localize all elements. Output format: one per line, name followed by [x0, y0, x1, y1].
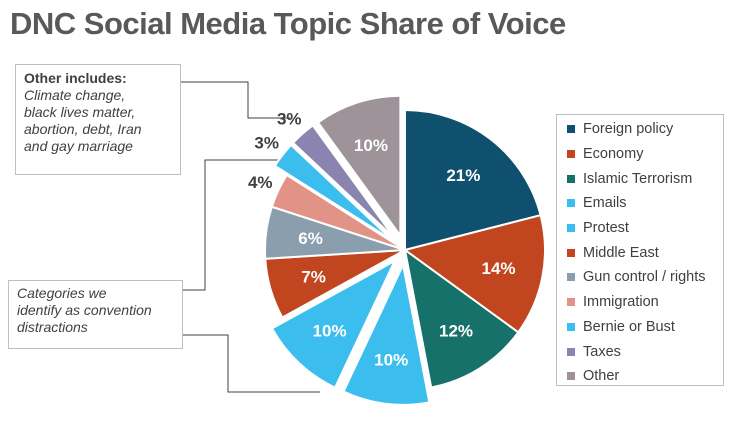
other-includes-line: black lives matter, [24, 104, 136, 120]
other-includes-line: and gay marriage [24, 138, 133, 154]
legend-item: Middle East [567, 240, 723, 265]
pie-slice-label: 3% [254, 134, 279, 153]
legend-label: Taxes [583, 343, 621, 360]
legend-label: Bernie or Bust [583, 318, 675, 335]
legend-item: Immigration [567, 290, 723, 315]
pie-slice-label: 10% [354, 136, 388, 155]
other-includes-callout: Other includes: Climate change, black li… [15, 64, 181, 175]
legend-item: Emails [567, 191, 723, 216]
legend-swatch [567, 347, 575, 356]
legend-item: Other [567, 364, 723, 389]
legend-item: Taxes [567, 339, 723, 364]
legend-swatch [567, 125, 575, 134]
legend-label: Gun control / rights [583, 269, 706, 286]
chart-legend: Foreign policy Economy Islamic Terrorism Em… [556, 114, 724, 386]
legend-swatch [567, 199, 575, 208]
pie-slice-label: 10% [374, 350, 408, 369]
legend-swatch [567, 174, 575, 183]
pie-slice [291, 124, 396, 240]
pie-slice-labels: 21% 14% 12% 10% 10% 7% 6% 4% 3% 3% 10% [248, 110, 516, 370]
callout-connector [183, 159, 285, 291]
legend-label: Protest [583, 220, 629, 237]
legend-swatch [567, 322, 575, 331]
legend-swatch [567, 372, 575, 381]
pie-slice-label: 14% [481, 259, 515, 278]
legend-swatch [567, 298, 575, 307]
distractions-line: Categories we [17, 285, 107, 301]
pie-slice [270, 258, 397, 389]
legend-label: Immigration [583, 294, 659, 311]
pie-slices [264, 94, 546, 406]
pie-slice [402, 213, 546, 334]
pie-slice-label: 4% [248, 173, 273, 192]
legend-label: Economy [583, 146, 644, 163]
legend-item: Protest [567, 216, 723, 241]
distractions-callout: Categories we identify as convention dis… [8, 280, 183, 349]
pie-slice [403, 247, 520, 389]
other-includes-heading: Other includes: [24, 70, 127, 86]
legend-label: Other [583, 368, 620, 385]
pie-slice-label: 7% [301, 268, 326, 287]
pie-slice [270, 173, 406, 251]
distractions-line: identify as convention [17, 302, 152, 318]
pie-slice-label: 12% [439, 321, 473, 340]
callout-connector [183, 334, 320, 393]
pie-slice [404, 108, 542, 252]
pie-slice-label: 10% [313, 321, 347, 340]
legend-label: Emails [583, 195, 627, 212]
pie-slice-label: 6% [298, 229, 323, 248]
annotation-connectors [181, 81, 320, 393]
legend-swatch [567, 248, 575, 257]
legend-swatch [567, 273, 575, 282]
legend-item: Gun control / rights [567, 265, 723, 290]
pie-slice [342, 261, 431, 406]
legend-swatch [567, 224, 575, 233]
legend-swatch [567, 150, 575, 159]
pie-slice-label: 3% [277, 110, 302, 129]
legend-item: Foreign policy [567, 117, 723, 142]
other-includes-line: abortion, debt, Iran [24, 121, 142, 137]
legend-item: Islamic Terrorism [567, 166, 723, 191]
distractions-line: distractions [17, 319, 88, 335]
other-includes-line: Climate change, [24, 87, 126, 103]
legend-item: Bernie or Bust [567, 315, 723, 340]
legend-label: Islamic Terrorism [583, 170, 693, 187]
legend-item: Economy [567, 142, 723, 167]
legend-label: Foreign policy [583, 121, 674, 138]
callout-connector [181, 81, 290, 119]
chart-title: DNC Social Media Topic Share of Voice [10, 6, 566, 41]
pie-slice [273, 143, 394, 242]
pie-slice-label: 21% [446, 166, 480, 185]
pie-slice [316, 94, 402, 239]
legend-label: Middle East [583, 244, 659, 261]
